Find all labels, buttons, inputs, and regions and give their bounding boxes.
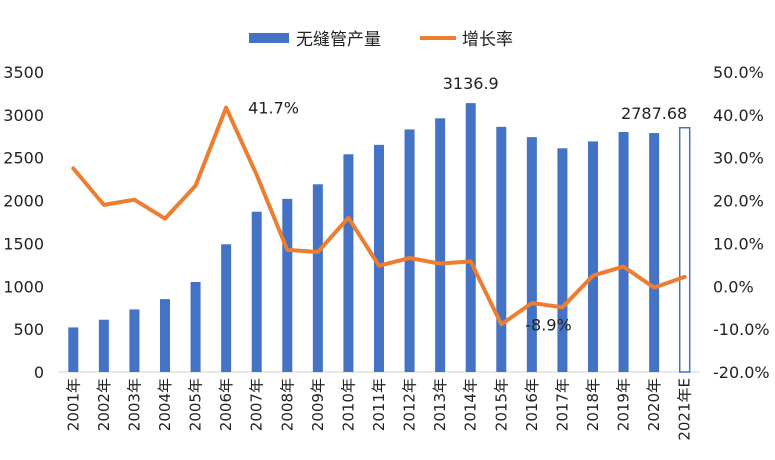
x-tick-label: 2001年 bbox=[64, 378, 82, 431]
bar bbox=[618, 132, 629, 372]
bar-series bbox=[68, 103, 691, 373]
x-tick-label: 2007年 bbox=[248, 378, 266, 431]
left-tick-label: 500 bbox=[13, 320, 44, 339]
right-tick-label: 40.0% bbox=[713, 106, 764, 125]
right-tick-label: -20.0% bbox=[713, 363, 770, 382]
x-tick-label: 2010年 bbox=[339, 378, 357, 431]
right-tick-label: 0.0% bbox=[713, 277, 754, 296]
bar bbox=[282, 198, 293, 372]
annotations: 41.7% 3136.9 -8.9% 2787.68 bbox=[248, 74, 687, 334]
left-tick-label: 2000 bbox=[3, 192, 44, 211]
x-tick-label: 2014年 bbox=[462, 378, 480, 431]
left-tick-label: 1000 bbox=[3, 277, 44, 296]
x-tick-label: 2013年 bbox=[431, 378, 449, 431]
x-tick-label: 2019年 bbox=[615, 378, 633, 431]
right-axis: -20.0% -10.0% 0.0% 10.0% 20.0% 30.0% 40.0% 50.0… bbox=[713, 63, 770, 382]
bar bbox=[343, 154, 354, 372]
x-tick-label: 2017年 bbox=[553, 378, 571, 431]
x-tick-label: 2009年 bbox=[309, 378, 327, 431]
x-tick-label: 2011年 bbox=[370, 378, 388, 431]
growth-line-series bbox=[71, 105, 687, 327]
x-tick-label: 2012年 bbox=[401, 378, 419, 431]
bar bbox=[588, 141, 598, 372]
bar bbox=[374, 144, 384, 372]
legend: 无缝管产量 增长率 bbox=[249, 30, 513, 50]
left-tick-label: 0 bbox=[34, 363, 44, 382]
legend-label-growth: 增长率 bbox=[462, 30, 513, 50]
right-tick-label: -10.0% bbox=[713, 320, 770, 339]
bar bbox=[160, 299, 170, 372]
data-label: 41.7% bbox=[248, 99, 299, 118]
bar bbox=[98, 319, 109, 372]
x-tick-label: 2008年 bbox=[278, 378, 296, 431]
data-label: 2787.68 bbox=[621, 104, 687, 123]
x-tick-label: 2003年 bbox=[125, 378, 143, 431]
bar bbox=[526, 137, 537, 372]
bar bbox=[190, 282, 201, 372]
x-tick-label: 2006年 bbox=[217, 378, 235, 431]
bar bbox=[435, 118, 446, 373]
bar bbox=[649, 133, 660, 372]
right-tick-label: 50.0% bbox=[713, 63, 764, 82]
right-tick-label: 20.0% bbox=[713, 192, 764, 211]
data-label: -8.9% bbox=[525, 315, 571, 334]
data-label: 3136.9 bbox=[443, 74, 499, 93]
right-tick-label: 10.0% bbox=[713, 234, 764, 253]
left-tick-label: 2500 bbox=[3, 149, 44, 168]
x-tick-label: 2016年 bbox=[523, 378, 541, 431]
x-tick-label: 2015年 bbox=[492, 378, 510, 431]
bar-estimated bbox=[678, 126, 691, 373]
bar bbox=[465, 103, 476, 372]
bar bbox=[68, 327, 79, 372]
left-tick-label: 3500 bbox=[3, 63, 44, 82]
left-tick-label: 3000 bbox=[3, 106, 44, 125]
bar bbox=[496, 126, 507, 372]
right-tick-label: 30.0% bbox=[713, 149, 764, 168]
x-axis-labels: 2001年 2002年 2003年 2004年 2005年 2006年 2007年 2008年… bbox=[64, 378, 693, 441]
legend-bar-swatch bbox=[249, 33, 289, 43]
x-tick-label: 2021年E bbox=[676, 378, 694, 441]
bar bbox=[129, 309, 140, 372]
bar bbox=[557, 148, 568, 372]
growth-line bbox=[71, 105, 687, 327]
bar bbox=[404, 129, 415, 372]
bar bbox=[251, 211, 262, 372]
x-tick-label: 2018年 bbox=[584, 378, 602, 431]
left-axis: 0 500 1000 1500 2000 2500 3000 3500 bbox=[3, 63, 44, 382]
bar bbox=[221, 244, 232, 372]
x-tick-label: 2020年 bbox=[645, 378, 663, 431]
bar bbox=[312, 184, 323, 372]
x-tick-label: 2002年 bbox=[95, 378, 113, 431]
left-tick-label: 1500 bbox=[3, 234, 44, 253]
legend-label-output: 无缝管产量 bbox=[296, 30, 381, 50]
x-tick-label: 2004年 bbox=[156, 378, 174, 431]
x-tick-label: 2005年 bbox=[187, 378, 205, 431]
